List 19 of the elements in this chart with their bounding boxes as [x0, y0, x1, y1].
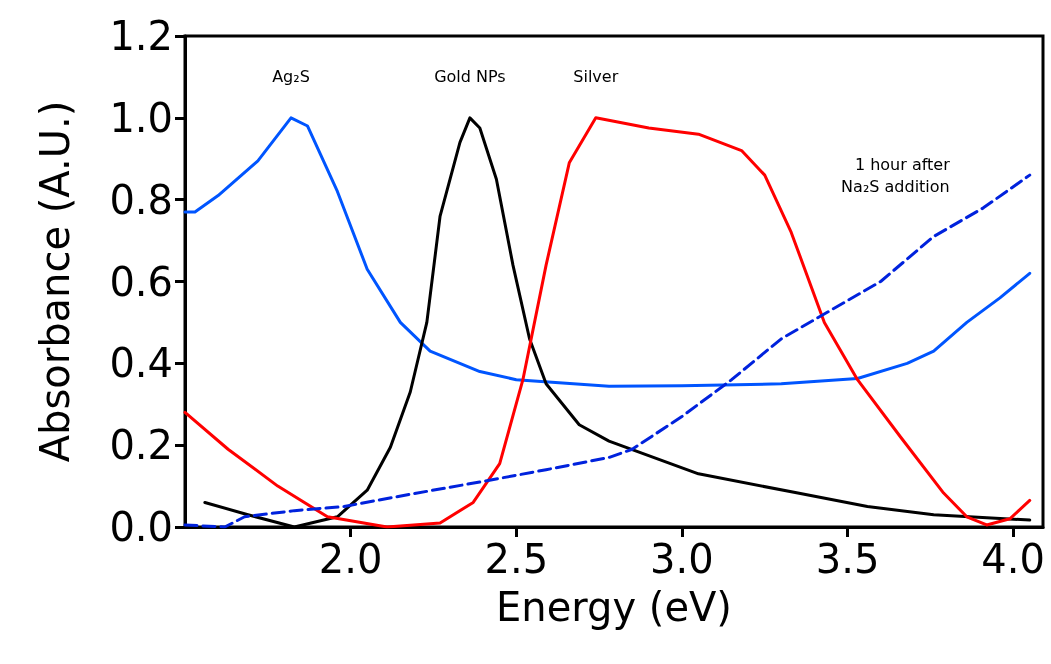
y-tick-label: 1.0	[109, 94, 173, 141]
y-tick-label: 1.2	[109, 13, 173, 59]
series-label: 1 hour after Na₂S addition	[841, 154, 951, 196]
x-tick-label: 2.5	[484, 536, 549, 582]
text: Gold NPs	[434, 67, 506, 87]
line-series	[183, 116, 1032, 388]
y-tick-label: 0.8	[109, 176, 173, 223]
text: Silver	[573, 67, 619, 87]
y-tick-label: 0.2	[109, 422, 173, 469]
y-tick-label: 0.4	[109, 340, 173, 387]
y-tick-label: 0.0	[109, 504, 173, 550]
y-axis-title: Absorbance (A.U.)	[32, 100, 78, 463]
text: Ag₂S	[272, 67, 310, 87]
x-tick-label: 3.0	[650, 536, 714, 582]
y-tick-label: 0.6	[109, 258, 173, 305]
x-tick-label: 3.5	[815, 536, 880, 582]
x-tick-label: 4.0	[981, 536, 1045, 582]
x-axis-title: Energy (eV)	[496, 584, 732, 630]
x-tick-label: 2.0	[318, 536, 383, 582]
